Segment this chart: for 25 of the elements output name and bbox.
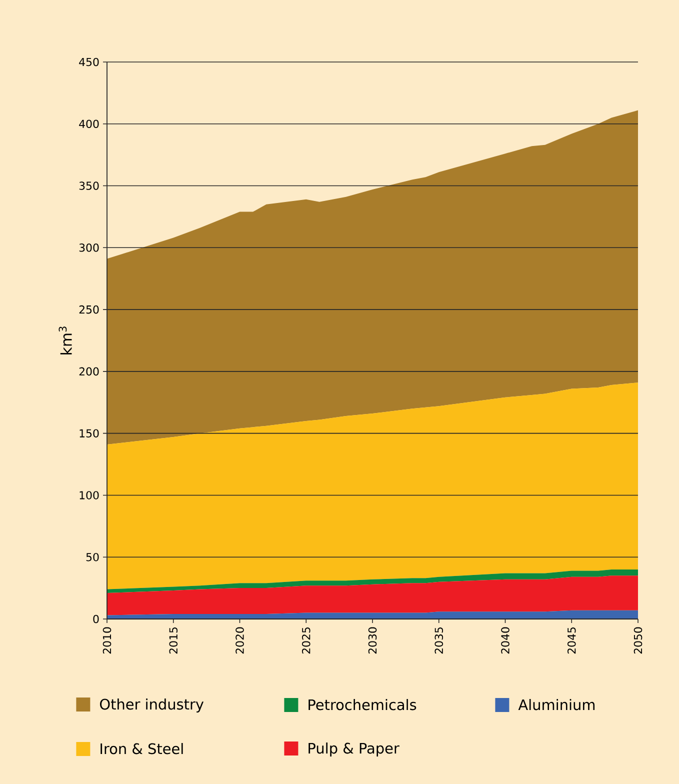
- x-tick-label: 2020: [236, 627, 244, 654]
- x-tick-label: 2050: [634, 627, 642, 654]
- y-tick-label: 200: [79, 367, 99, 376]
- legend-label: Iron & Steel: [100, 743, 183, 754]
- y-tick-label: 250: [79, 305, 99, 314]
- y-tick-label: 100: [80, 491, 99, 500]
- x-tick-label: 2040: [501, 627, 510, 654]
- y-tick-label: 50: [86, 552, 99, 562]
- y-tick-label: 0: [93, 614, 99, 624]
- legend-label: Petrochemicals: [308, 699, 416, 710]
- legend-label: Other industry: [100, 698, 204, 712]
- y-tick-label: 450: [79, 58, 99, 66]
- x-tick-label: 2030: [368, 627, 377, 654]
- y-tick-label: 300: [79, 244, 99, 252]
- y-tick-label: 350: [79, 182, 99, 190]
- x-tick-label: 2035: [434, 627, 444, 654]
- legend-label: Aluminium: [518, 699, 595, 710]
- y-tick-label: 400: [79, 120, 99, 128]
- x-tick-label: 2015: [169, 627, 178, 654]
- legend-label: Pulp & Paper: [308, 742, 400, 756]
- x-tick-label: 2025: [302, 627, 310, 654]
- y-axis-title: km$^{3}$: [58, 326, 72, 354]
- x-tick-label: 2010: [102, 627, 112, 654]
- y-tick-label: 150: [80, 429, 99, 438]
- x-tick-label: 2045: [567, 627, 576, 654]
